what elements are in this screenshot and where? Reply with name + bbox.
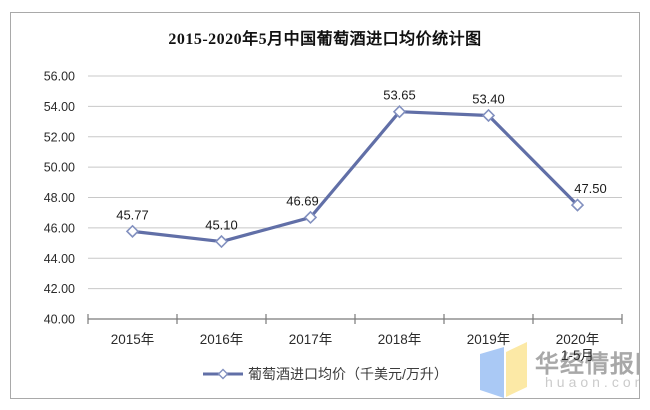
chart-frame: 华经情报网 huaon.com 2015-2020年5月中国葡萄酒进口均价统计图… bbox=[10, 12, 640, 399]
data-point-label: 45.10 bbox=[205, 218, 238, 233]
data-point-marker bbox=[125, 224, 140, 238]
legend-line-marker-icon bbox=[203, 368, 244, 380]
watermark-domain: huaon.com bbox=[545, 374, 640, 390]
y-axis-tick-label: 46.00 bbox=[44, 221, 75, 235]
x-axis-category-label: 2018年 bbox=[378, 332, 422, 347]
y-axis-tick-label: 52.00 bbox=[44, 130, 75, 144]
data-point-marker bbox=[570, 198, 585, 212]
y-axis-tick-label: 54.00 bbox=[44, 100, 75, 114]
watermark-site-name: 华经情报网 bbox=[535, 351, 639, 378]
data-point-marker bbox=[392, 105, 407, 119]
y-axis-tick-label: 56.00 bbox=[44, 70, 75, 84]
legend: 葡萄酒进口均价（千美元/万升） bbox=[11, 364, 639, 384]
line-chart-plot: 40.00 42.00 44.00 46.00 48.00 50.00 52.00 54.00… bbox=[44, 70, 623, 363]
watermark: 华经情报网 huaon.com bbox=[11, 13, 639, 398]
x-axis-category-label: 2016年 bbox=[200, 332, 244, 347]
data-point-marker bbox=[214, 234, 229, 249]
data-point-label: 46.69 bbox=[286, 193, 319, 208]
data-point-label: 45.77 bbox=[116, 207, 149, 222]
series-line bbox=[132, 110, 579, 244]
legend-label: 葡萄酒进口均价（千美元/万升） bbox=[248, 366, 448, 382]
y-axis-tick-label: 44.00 bbox=[44, 252, 75, 266]
x-axis-category-label: 2015年 bbox=[111, 332, 155, 347]
y-axis-tick-label: 40.00 bbox=[44, 313, 75, 327]
data-point-label: 47.50 bbox=[574, 181, 607, 196]
x-axis-category-label: 1-5月 bbox=[561, 348, 594, 363]
data-point-label: 53.65 bbox=[383, 88, 416, 103]
y-axis-tick-label: 50.00 bbox=[44, 161, 75, 175]
data-point-label: 53.40 bbox=[472, 91, 505, 106]
x-axis-category-label: 2020年 bbox=[556, 332, 600, 347]
y-axis-tick-label: 42.00 bbox=[44, 282, 75, 296]
huaon-logo-icon bbox=[480, 342, 527, 398]
data-point-marker bbox=[303, 210, 318, 225]
x-axis-category-label: 2019年 bbox=[467, 332, 511, 347]
chart-title: 2015-2020年5月中国葡萄酒进口均价统计图 bbox=[168, 31, 482, 48]
y-axis-tick-label: 48.00 bbox=[44, 191, 75, 205]
x-axis-category-label: 2017年 bbox=[289, 332, 333, 347]
data-point-marker bbox=[481, 108, 496, 123]
